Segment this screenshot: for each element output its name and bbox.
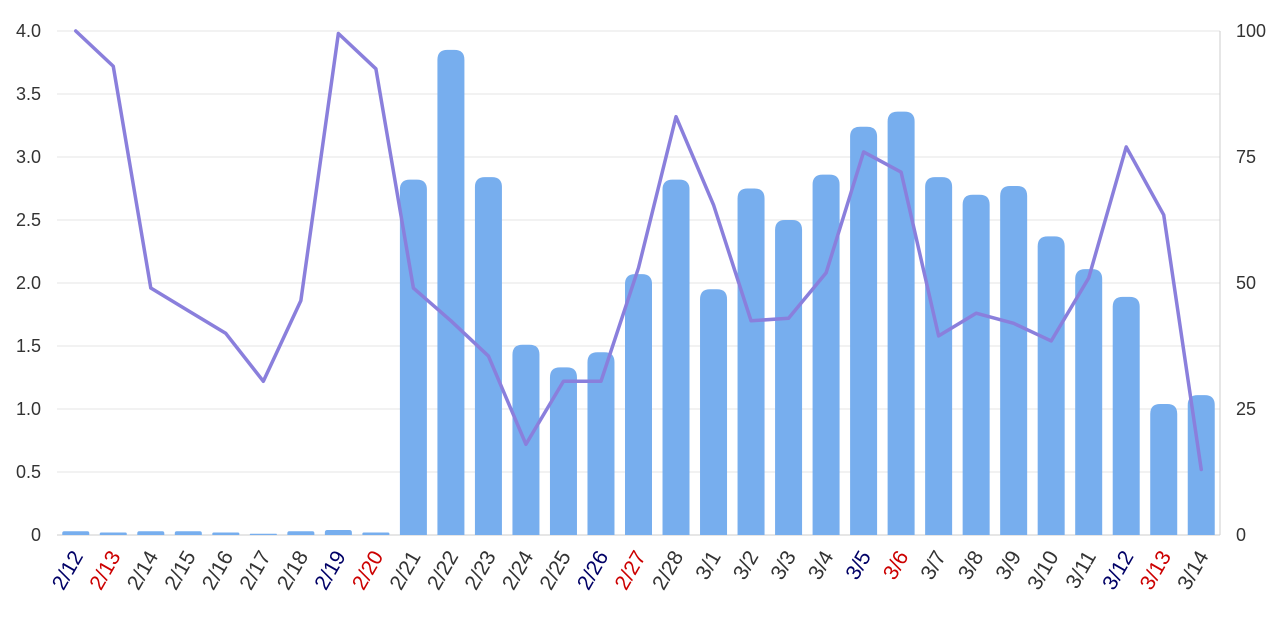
left-axis-tick: 3.0 [16, 147, 41, 167]
bar [925, 177, 953, 535]
bar [174, 531, 202, 535]
x-axis-tick: 2/18 [273, 547, 313, 594]
x-axis-tick: 2/14 [123, 547, 164, 594]
x-axis-tick: 3/6 [879, 547, 914, 584]
left-axis-tick: 2.0 [16, 273, 41, 293]
bar [737, 188, 765, 535]
left-axis-tick: 2.5 [16, 210, 41, 230]
bar [437, 49, 465, 536]
left-axis-tick: 3.5 [16, 84, 41, 104]
x-axis-tick: 3/10 [1023, 547, 1063, 594]
right-axis-tick: 100 [1236, 21, 1266, 41]
x-axis-tick: 3/14 [1173, 547, 1214, 594]
right-axis-tick-labels: 0 25 50 75 100 [1236, 21, 1266, 545]
left-axis-tick: 1.0 [16, 399, 41, 419]
x-axis-tick: 3/4 [804, 547, 839, 584]
x-axis-tick: 2/21 [385, 547, 425, 594]
bar [362, 532, 390, 535]
bar [962, 194, 990, 536]
bar [625, 274, 652, 535]
bar [249, 533, 277, 535]
bar [1150, 403, 1178, 535]
bar [549, 367, 577, 535]
x-axis-tick-labels: 2/122/132/142/152/162/172/182/192/202/21… [48, 547, 1214, 594]
x-axis-tick: 2/24 [498, 547, 539, 594]
x-axis-tick: 2/28 [648, 547, 688, 594]
x-axis-tick: 2/23 [460, 547, 500, 594]
bar [1037, 236, 1065, 535]
x-axis-tick: 3/8 [954, 547, 989, 584]
bar [287, 531, 315, 535]
bar [137, 531, 165, 535]
x-axis-tick: 2/15 [160, 547, 200, 594]
x-axis-tick: 2/20 [348, 547, 388, 594]
x-axis-tick: 3/9 [991, 547, 1026, 584]
bar [887, 111, 915, 535]
bar [399, 179, 427, 535]
left-axis-tick: 0.5 [16, 462, 41, 482]
x-axis-tick: 2/13 [85, 547, 125, 594]
left-axis-tick: 4.0 [16, 21, 41, 41]
bar [1112, 296, 1140, 535]
x-axis-tick: 2/25 [535, 547, 575, 594]
bar [775, 220, 803, 535]
bar [587, 352, 615, 535]
bar [1000, 185, 1028, 536]
x-axis-tick: 3/3 [766, 547, 801, 584]
x-axis-tick: 3/12 [1098, 547, 1138, 594]
left-axis-tick-labels: 0 0.5 1.0 1.5 2.0 2.5 3.0 3.5 4.0 [16, 21, 41, 545]
left-axis-tick: 0 [31, 525, 41, 545]
x-axis-tick: 3/2 [729, 547, 764, 584]
left-axis-tick: 1.5 [16, 336, 41, 356]
x-axis-tick: 3/1 [691, 547, 726, 584]
bar [62, 531, 90, 535]
x-axis-tick: 2/16 [198, 547, 238, 594]
x-axis-tick: 2/27 [610, 547, 650, 594]
right-axis-tick: 25 [1236, 399, 1256, 419]
x-axis-tick: 2/26 [573, 547, 613, 594]
line-series-path [74, 29, 1203, 472]
bar [212, 532, 240, 535]
x-axis-tick: 2/22 [423, 547, 463, 594]
bar [812, 174, 840, 535]
bar [1075, 269, 1103, 535]
x-axis-tick: 2/17 [235, 547, 275, 594]
bar [700, 289, 728, 535]
x-axis-tick: 3/7 [916, 547, 951, 584]
x-axis-tick: 3/11 [1061, 547, 1101, 593]
x-axis-tick: 3/5 [841, 547, 876, 584]
line-series [74, 29, 1203, 472]
bar-series [62, 49, 1215, 536]
right-axis-tick: 50 [1236, 273, 1256, 293]
bar [850, 126, 878, 535]
x-axis-tick: 2/19 [310, 547, 350, 594]
x-axis-tick: 3/13 [1136, 547, 1176, 594]
bar [324, 529, 352, 535]
bar [662, 179, 690, 535]
right-axis-tick: 75 [1236, 147, 1256, 167]
x-axis-tick: 2/12 [48, 547, 88, 594]
bar [99, 532, 127, 535]
right-axis-tick: 0 [1236, 525, 1246, 545]
